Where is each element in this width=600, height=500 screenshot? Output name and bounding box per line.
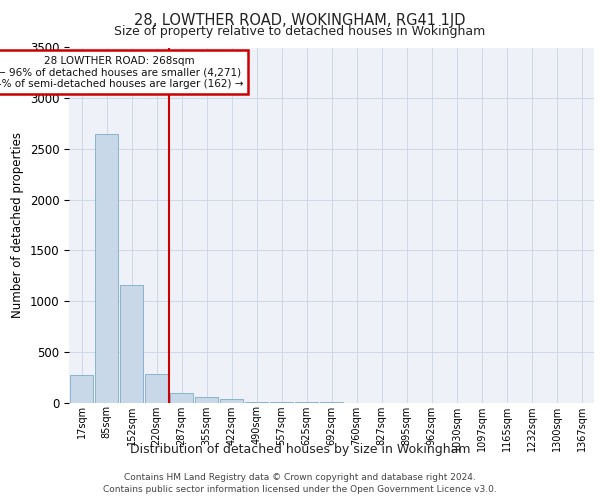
Bar: [195, 397, 218, 402]
Bar: [70, 375, 93, 402]
Text: 28, LOWTHER ROAD, WOKINGHAM, RG41 1JD: 28, LOWTHER ROAD, WOKINGHAM, RG41 1JD: [134, 12, 466, 28]
Text: Size of property relative to detached houses in Wokingham: Size of property relative to detached ho…: [115, 25, 485, 38]
Y-axis label: Number of detached properties: Number of detached properties: [11, 132, 24, 318]
Bar: [220, 399, 243, 402]
Text: Contains HM Land Registry data © Crown copyright and database right 2024.: Contains HM Land Registry data © Crown c…: [124, 472, 476, 482]
Bar: [120, 285, 143, 403]
Bar: [145, 374, 168, 402]
Bar: [170, 393, 193, 402]
Text: Distribution of detached houses by size in Wokingham: Distribution of detached houses by size …: [130, 442, 470, 456]
Text: 28 LOWTHER ROAD: 268sqm
← 96% of detached houses are smaller (4,271)
4% of semi-: 28 LOWTHER ROAD: 268sqm ← 96% of detache…: [0, 56, 243, 89]
Text: Contains public sector information licensed under the Open Government Licence v3: Contains public sector information licen…: [103, 485, 497, 494]
Bar: [95, 134, 118, 402]
